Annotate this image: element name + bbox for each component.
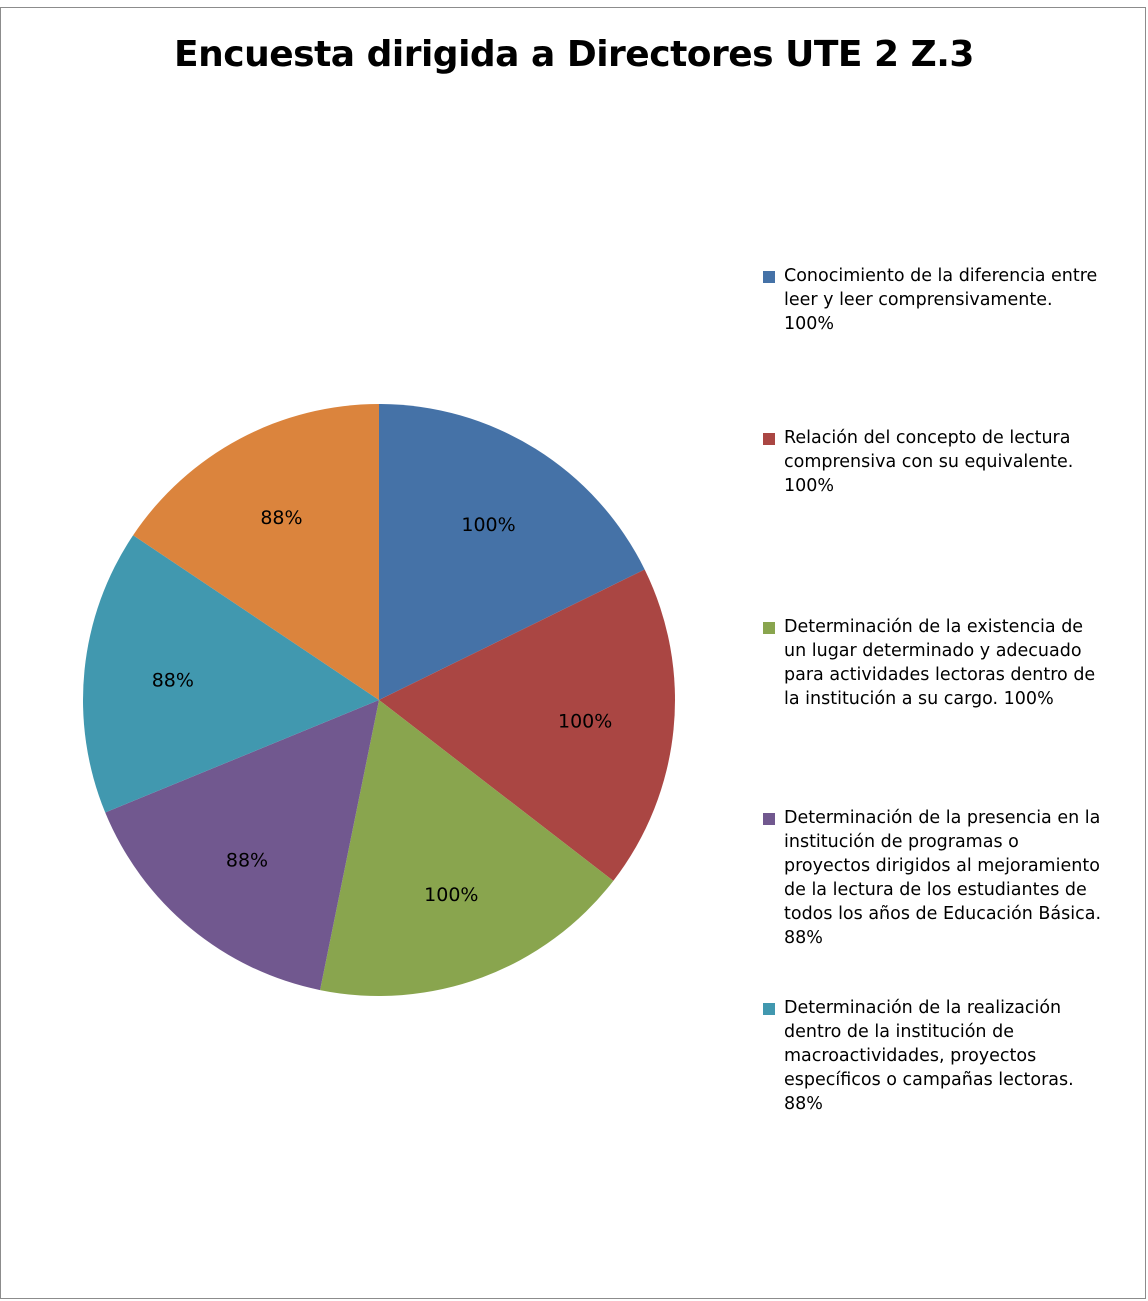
pie-slice-label-5: 88% (152, 669, 194, 691)
legend-swatch-3 (763, 622, 775, 634)
pie-slice-6 (133, 404, 379, 700)
legend-label-3: Determinación de la existencia de un lug… (784, 617, 1096, 709)
legend-swatch-2 (763, 433, 775, 445)
pie-slices (83, 404, 675, 997)
legend-label-5: Determinación de la realización dentro d… (784, 998, 1074, 1114)
legend-swatch-4 (763, 813, 775, 825)
legend-label-1: Conocimiento de la diferencia entre leer… (784, 266, 1098, 334)
pie-slice-1 (379, 404, 645, 700)
pie-slice-5 (83, 535, 379, 813)
pie-slice-label-6: 88% (260, 507, 302, 529)
pie-slice-4 (105, 700, 380, 991)
legend-swatch-5 (763, 1003, 775, 1015)
legend-item-4: Determinación de la presencia en la inst… (763, 806, 1143, 950)
legend-label-4: Determinación de la presencia en la inst… (784, 808, 1102, 948)
legend-swatch-1 (763, 271, 775, 283)
pie-slice-3 (320, 700, 614, 997)
pie-value-labels: 100% 100% 100% 88% 88% 88% (152, 507, 613, 906)
chart-title: Encuesta dirigida a Directores UTE 2 Z.3 (174, 34, 974, 75)
legend-item-1: Conocimiento de la diferencia entre leer… (763, 264, 1143, 336)
legend-item-2: Relación del concepto de lectura compren… (763, 426, 1143, 498)
legend-item-3: Determinación de la existencia de un lug… (763, 615, 1143, 711)
pie-slice-2 (379, 569, 675, 881)
pie-slice-label-4: 88% (226, 850, 268, 872)
pie-slice-label-2: 100% (558, 711, 612, 733)
legend-label-2: Relación del concepto de lectura compren… (784, 428, 1074, 496)
legend-item-5: Determinación de la realización dentro d… (763, 996, 1143, 1116)
pie-slice-label-1: 100% (461, 514, 515, 536)
pie-slice-label-3: 100% (424, 884, 478, 906)
